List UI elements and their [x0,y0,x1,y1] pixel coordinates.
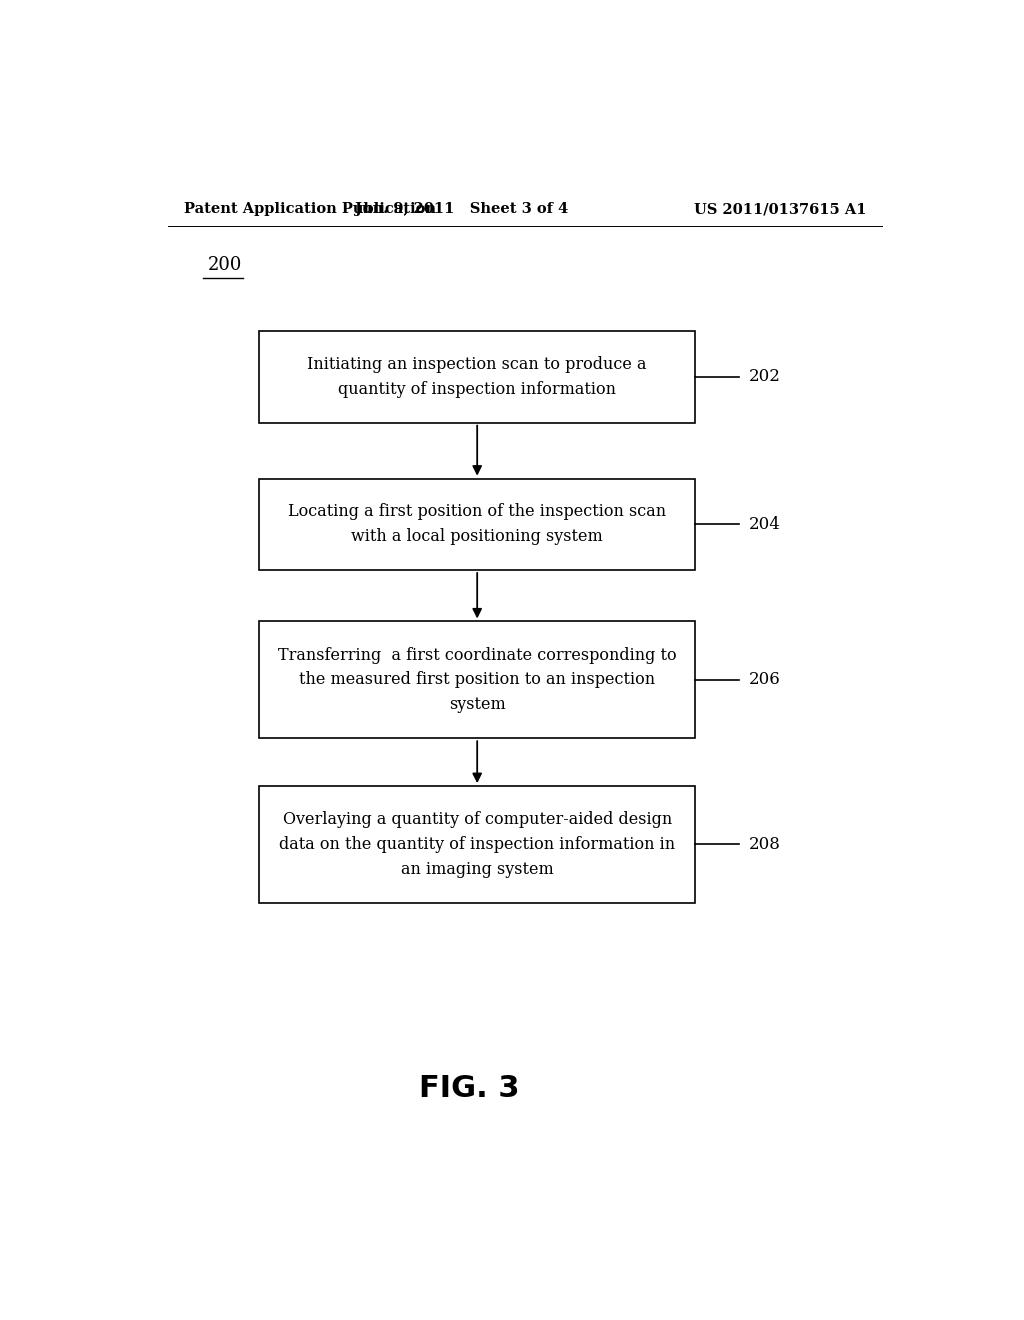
Text: 202: 202 [749,368,780,385]
Text: Initiating an inspection scan to produce a
quantity of inspection information: Initiating an inspection scan to produce… [307,356,647,397]
Text: Patent Application Publication: Patent Application Publication [183,202,435,216]
Bar [259,622,695,738]
Text: US 2011/0137615 A1: US 2011/0137615 A1 [693,202,866,216]
Bar [259,479,695,570]
Text: 206: 206 [749,672,780,688]
Text: Overlaying a quantity of computer-aided design
data on the quantity of inspectio: Overlaying a quantity of computer-aided … [280,812,675,878]
Text: FIG. 3: FIG. 3 [419,1074,519,1104]
Text: Jun. 9, 2011   Sheet 3 of 4: Jun. 9, 2011 Sheet 3 of 4 [354,202,568,216]
Text: Transferring  a first coordinate corresponding to
the measured first position to: Transferring a first coordinate correspo… [278,647,677,713]
Text: 208: 208 [749,836,780,853]
Text: 204: 204 [749,516,780,533]
Bar [259,331,695,422]
Bar [259,785,695,903]
Text: 200: 200 [207,256,242,275]
Text: Locating a first position of the inspection scan
with a local positioning system: Locating a first position of the inspect… [288,503,667,545]
